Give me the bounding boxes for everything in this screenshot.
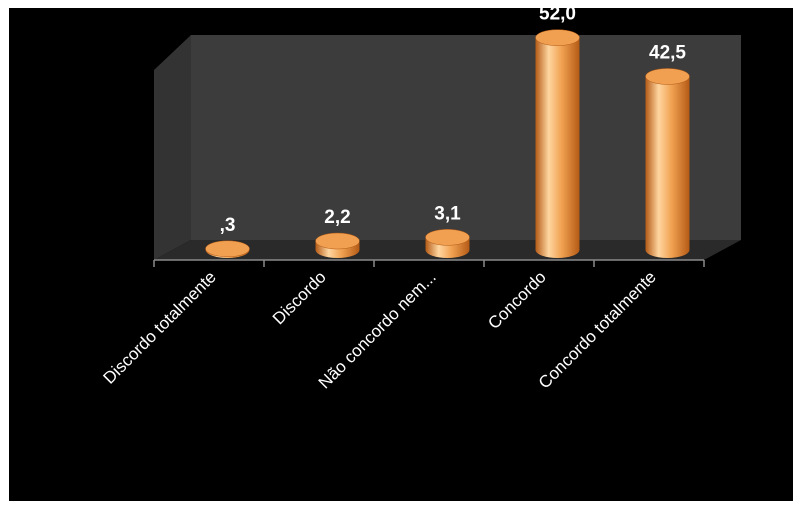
- bar-value-label: 2,2: [324, 207, 350, 228]
- bar-value-label: 3,1: [434, 203, 461, 224]
- value-labels: ,3 2,2 3,1 52,0 42,5: [220, 8, 687, 236]
- bar-value-label: 42,5: [649, 42, 686, 63]
- bar: [645, 68, 690, 258]
- bar-value-label: ,3: [220, 215, 236, 236]
- side-wall: [154, 35, 191, 260]
- bar: [535, 29, 580, 259]
- category-label: Concordo totalmente: [535, 267, 660, 392]
- bar: [425, 229, 470, 258]
- category-label: Concordo: [484, 267, 550, 333]
- bar: [315, 232, 360, 258]
- category-label: Discordo totalmente: [99, 267, 219, 387]
- chart-area: ,3 2,2 3,1 52,0 42,5 Discordo totalmente Disc…: [9, 8, 793, 501]
- bar: [205, 240, 250, 258]
- category-label: Discordo: [269, 267, 330, 328]
- bar-value-label: 52,0: [539, 8, 576, 25]
- bar-chart: ,3 2,2 3,152,042,5 Discordo totalmente Disc…: [99, 8, 741, 392]
- category-label: Não concordo nem...: [315, 267, 440, 392]
- bars: [205, 29, 690, 259]
- x-axis: [153, 259, 705, 267]
